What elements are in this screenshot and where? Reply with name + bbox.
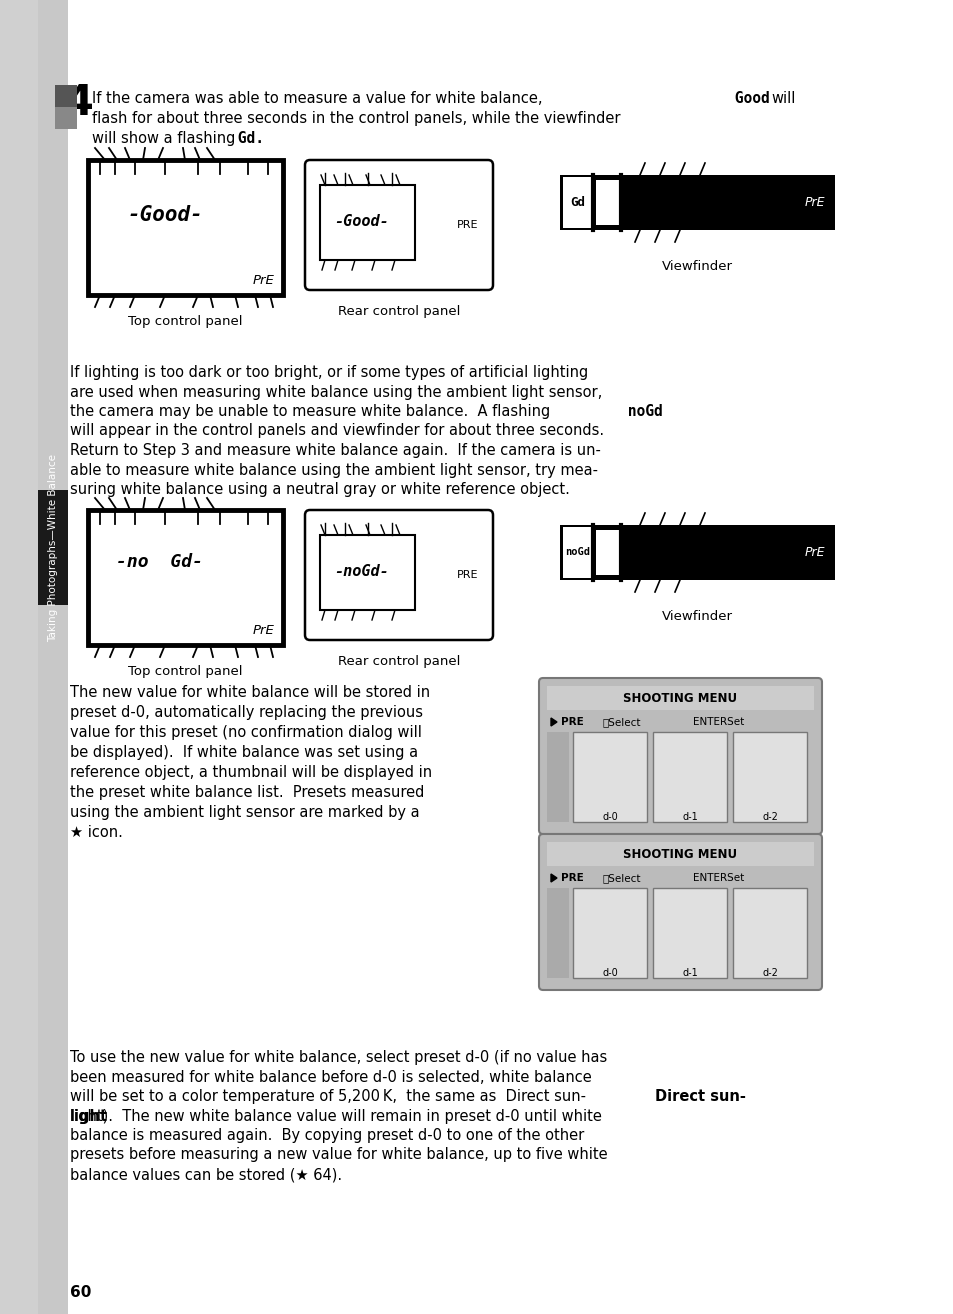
Bar (573, 888, 646, 978)
Text: SHOOTING MENU: SHOOTING MENU (622, 848, 737, 861)
Text: To use the new value for white balance, select preset d-0 (if no value has: To use the new value for white balance, … (70, 1050, 607, 1066)
Text: Top control panel: Top control panel (128, 665, 242, 678)
Text: Rear control panel: Rear control panel (337, 654, 459, 668)
Text: ENTERSet: ENTERSet (692, 717, 743, 727)
Text: the preset white balance list.  Presets measured: the preset white balance list. Presets m… (70, 784, 424, 800)
Text: PRE: PRE (456, 570, 477, 579)
Text: using the ambient light sensor are marked by a: using the ambient light sensor are marke… (70, 805, 419, 820)
Bar (652, 888, 726, 978)
Bar (546, 686, 813, 710)
Text: PrE: PrE (803, 545, 824, 558)
Text: PrE: PrE (803, 196, 824, 209)
Bar (38, 490, 68, 604)
Text: suring white balance using a neutral gray or white reference object.: suring white balance using a neutral gra… (70, 482, 569, 497)
Text: balance values can be stored (★ 64).: balance values can be stored (★ 64). (70, 1167, 342, 1183)
Bar (596, 180, 620, 225)
Bar (562, 177, 593, 229)
Bar (546, 842, 813, 866)
Bar (38, 0, 68, 1314)
Text: Direct sun-: Direct sun- (655, 1089, 745, 1104)
Text: value for this preset (no confirmation dialog will: value for this preset (no confirmation d… (70, 725, 421, 740)
Text: Taking Photographs—White Balance: Taking Photographs—White Balance (48, 455, 58, 643)
Text: will be set to a color temperature of 5,200 K,  the same as  Direct sun-: will be set to a color temperature of 5,… (70, 1089, 585, 1104)
Text: Viewfinder: Viewfinder (660, 610, 732, 623)
FancyBboxPatch shape (538, 834, 821, 989)
Bar (319, 535, 415, 610)
Bar (55, 106, 77, 129)
Text: d-1: d-1 (681, 968, 698, 978)
Bar (732, 732, 806, 823)
Bar (546, 888, 568, 978)
Text: are used when measuring white balance using the ambient light sensor,: are used when measuring white balance us… (70, 385, 601, 399)
Bar (55, 85, 77, 106)
Text: The new value for white balance will be stored in: The new value for white balance will be … (70, 685, 430, 700)
Bar (562, 527, 593, 578)
Text: d-2: d-2 (761, 812, 777, 823)
Bar (652, 732, 726, 823)
Text: -Good-: -Good- (127, 205, 203, 225)
Text: flash for about three seconds in the control panels, while the viewfinder: flash for about three seconds in the con… (91, 110, 619, 126)
Bar (546, 732, 568, 823)
Text: -Good-: -Good- (335, 214, 389, 230)
Text: 4: 4 (65, 81, 93, 124)
Text: able to measure white balance using the ambient light sensor, try mea-: able to measure white balance using the … (70, 463, 598, 477)
Text: If lighting is too dark or too bright, or if some types of artificial lighting: If lighting is too dark or too bright, o… (70, 365, 588, 380)
Bar (573, 732, 646, 823)
Text: been measured for white balance before d-0 is selected, white balance: been measured for white balance before d… (70, 1070, 591, 1084)
Polygon shape (551, 874, 557, 882)
Text: ⓈSelect: ⓈSelect (602, 717, 640, 727)
Text: balance is measured again.  By copying preset d-0 to one of the other: balance is measured again. By copying pr… (70, 1127, 583, 1143)
Text: PrE: PrE (253, 624, 274, 637)
Text: Top control panel: Top control panel (128, 315, 242, 328)
Text: SHOOTING MENU: SHOOTING MENU (622, 691, 737, 704)
Text: the camera may be unable to measure white balance.  A flashing: the camera may be unable to measure whit… (70, 403, 550, 419)
Text: PRE: PRE (560, 872, 583, 883)
Text: light).  The new white balance value will remain in preset d-0 until white: light). The new white balance value will… (70, 1109, 601, 1123)
Text: light: light (70, 1109, 108, 1123)
Text: preset d-0, automatically replacing the previous: preset d-0, automatically replacing the … (70, 706, 422, 720)
Bar (559, 175, 834, 230)
Text: -no  Gd-: -no Gd- (116, 553, 203, 572)
Text: Good: Good (725, 91, 778, 106)
Text: d-1: d-1 (681, 812, 698, 823)
Polygon shape (551, 717, 557, 727)
FancyBboxPatch shape (305, 160, 493, 290)
Text: reference object, a thumbnail will be displayed in: reference object, a thumbnail will be di… (70, 765, 432, 781)
Bar (559, 526, 834, 579)
Text: PRE: PRE (560, 717, 583, 727)
Text: ⓈSelect: ⓈSelect (602, 872, 640, 883)
Text: will: will (770, 91, 795, 106)
Text: be displayed).  If white balance was set using a: be displayed). If white balance was set … (70, 745, 417, 759)
Text: ENTERSet: ENTERSet (692, 872, 743, 883)
Bar (88, 160, 283, 296)
Text: Viewfinder: Viewfinder (660, 260, 732, 273)
Text: 60: 60 (70, 1285, 91, 1300)
Bar (732, 888, 806, 978)
FancyBboxPatch shape (305, 510, 493, 640)
Text: d-2: d-2 (761, 968, 777, 978)
Text: ★ icon.: ★ icon. (70, 825, 123, 840)
Text: PRE: PRE (456, 219, 477, 230)
Text: PrE: PrE (253, 275, 274, 286)
Text: -noGd-: -noGd- (335, 565, 389, 579)
Text: Gd.: Gd. (229, 131, 264, 146)
Text: presets before measuring a new value for white balance, up to five white: presets before measuring a new value for… (70, 1147, 607, 1163)
Text: d-0: d-0 (601, 968, 618, 978)
Bar (596, 530, 620, 576)
Text: will show a flashing: will show a flashing (91, 131, 235, 146)
Bar (319, 185, 415, 260)
Text: Rear control panel: Rear control panel (337, 305, 459, 318)
Text: d-0: d-0 (601, 812, 618, 823)
Text: noGd: noGd (565, 547, 590, 557)
FancyBboxPatch shape (538, 678, 821, 834)
Text: Gd: Gd (570, 196, 585, 209)
Text: Return to Step 3 and measure white balance again.  If the camera is un-: Return to Step 3 and measure white balan… (70, 443, 600, 459)
Bar (88, 510, 283, 645)
Text: will appear in the control panels and viewfinder for about three seconds.: will appear in the control panels and vi… (70, 423, 603, 439)
Text: noGd: noGd (618, 403, 662, 419)
Text: If the camera was able to measure a value for white balance,: If the camera was able to measure a valu… (91, 91, 542, 106)
